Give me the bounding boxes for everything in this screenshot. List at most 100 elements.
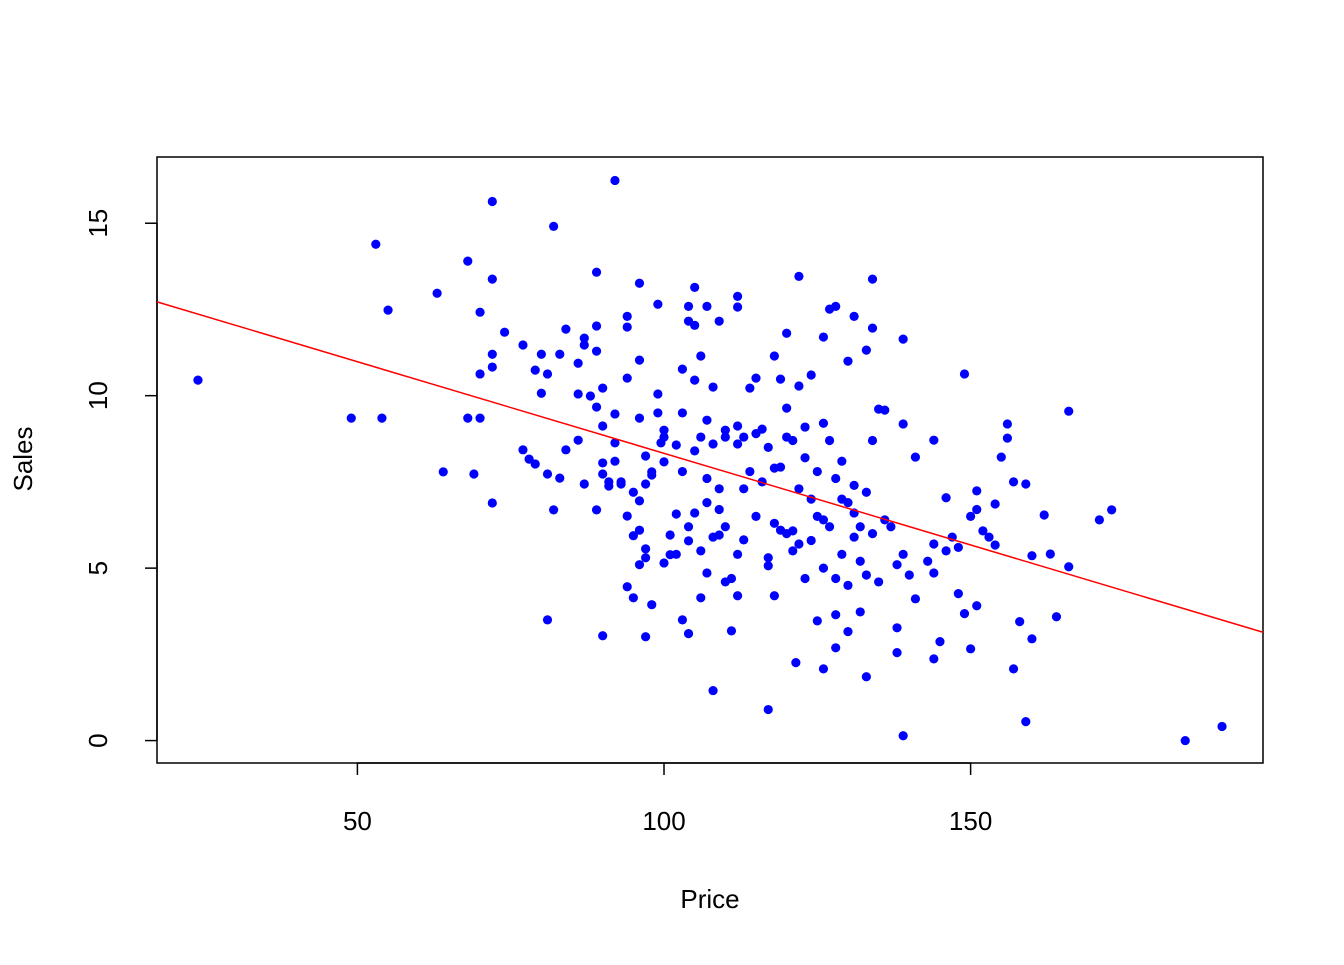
point (475, 369, 485, 379)
point (659, 425, 669, 435)
point (794, 271, 804, 281)
point (996, 452, 1006, 462)
point (739, 535, 749, 545)
point (610, 175, 620, 186)
point (683, 301, 694, 311)
point (536, 349, 546, 359)
point (641, 632, 651, 642)
point (634, 525, 645, 535)
point (702, 497, 712, 508)
point (377, 413, 387, 423)
point (990, 540, 1000, 550)
point (812, 616, 822, 626)
point (383, 305, 393, 315)
point (953, 542, 963, 553)
point (788, 546, 798, 556)
point (726, 626, 737, 636)
point (769, 518, 779, 528)
point (800, 422, 810, 432)
point (843, 497, 853, 508)
point (898, 334, 908, 344)
point (671, 509, 681, 519)
point (714, 316, 724, 326)
point (671, 549, 681, 559)
point (941, 493, 951, 503)
point (647, 600, 657, 610)
point (763, 561, 773, 571)
point (763, 553, 773, 563)
point (714, 484, 724, 494)
point (800, 573, 810, 584)
point (910, 452, 921, 462)
point (732, 549, 743, 559)
point (573, 389, 583, 399)
point (867, 274, 878, 284)
point (892, 560, 902, 570)
point (628, 593, 638, 603)
point (782, 403, 792, 413)
point (634, 278, 645, 288)
point (837, 456, 847, 466)
point (751, 511, 761, 521)
point (653, 299, 663, 309)
point (469, 469, 479, 479)
point (812, 466, 822, 477)
point (782, 529, 792, 539)
point (806, 535, 816, 546)
point (831, 643, 841, 653)
point (647, 470, 657, 480)
point (622, 311, 632, 321)
point (463, 256, 473, 266)
point (702, 415, 712, 425)
point (487, 349, 497, 359)
point (530, 459, 540, 469)
point (837, 549, 847, 559)
point (659, 558, 669, 568)
point (732, 439, 743, 449)
point (634, 355, 645, 365)
point (751, 373, 761, 383)
point (475, 307, 485, 317)
point (732, 291, 743, 301)
point (769, 351, 779, 361)
point (463, 413, 473, 423)
point (818, 664, 829, 674)
point (346, 413, 356, 423)
point (690, 282, 700, 292)
point (585, 391, 596, 401)
point (910, 594, 921, 604)
point (1027, 634, 1037, 644)
point (1045, 549, 1055, 559)
point (622, 582, 632, 592)
point (702, 473, 712, 484)
point (542, 369, 553, 379)
point (794, 381, 804, 391)
point (929, 654, 939, 664)
point (867, 323, 878, 333)
point (929, 435, 939, 445)
point (782, 328, 792, 338)
point (677, 408, 688, 418)
point (561, 324, 571, 334)
point (886, 522, 896, 532)
point (843, 580, 853, 590)
point (739, 484, 749, 494)
point (831, 301, 841, 311)
point (591, 402, 602, 412)
point (898, 419, 908, 429)
point (874, 577, 884, 587)
x-tick-label: 50 (343, 806, 372, 836)
point (653, 389, 663, 399)
point (542, 615, 553, 625)
point (702, 301, 712, 311)
point (824, 435, 835, 446)
point (573, 358, 583, 368)
point (714, 504, 724, 515)
point (696, 593, 706, 603)
point (696, 546, 706, 556)
point (549, 505, 559, 515)
point (966, 511, 976, 521)
point (978, 526, 988, 536)
point (634, 496, 645, 506)
